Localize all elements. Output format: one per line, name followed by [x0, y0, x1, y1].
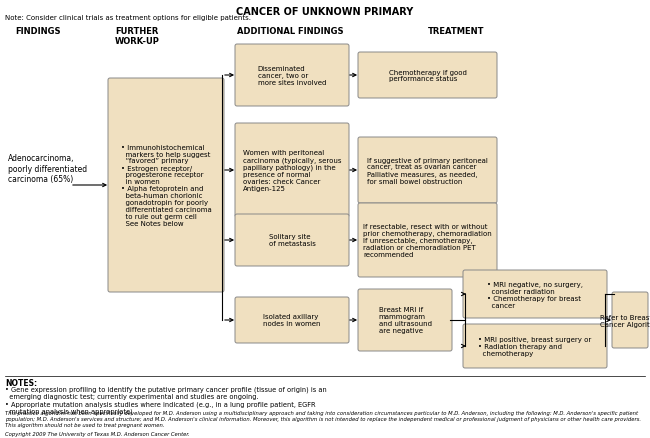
Text: Solitary site
of metastasis: Solitary site of metastasis — [268, 234, 315, 247]
Text: If suggestive of primary peritoneal
cancer, treat as ovarian cancer
Palliative m: If suggestive of primary peritoneal canc… — [367, 157, 488, 184]
FancyBboxPatch shape — [358, 138, 497, 204]
Text: • Gene expression profiling to identify the putative primary cancer profile (tis: • Gene expression profiling to identify … — [5, 386, 327, 414]
FancyBboxPatch shape — [358, 204, 497, 277]
FancyBboxPatch shape — [235, 45, 349, 107]
Text: NOTES:: NOTES: — [5, 378, 37, 387]
Text: • MRI negative, no surgery,
  consider radiation
• Chemotherapy for breast
  can: • MRI negative, no surgery, consider rad… — [487, 281, 583, 308]
Text: Women with peritoneal
carcinoma (typically, serous
papillary pathology) in the
p: Women with peritoneal carcinoma (typical… — [242, 150, 341, 191]
FancyBboxPatch shape — [612, 292, 648, 348]
Text: Breast MRI if
mammogram
and ultrasound
are negative: Breast MRI if mammogram and ultrasound a… — [378, 307, 432, 334]
Text: TREATMENT: TREATMENT — [428, 27, 484, 36]
Text: FINDINGS: FINDINGS — [15, 27, 60, 36]
FancyBboxPatch shape — [235, 297, 349, 343]
Text: Copyright 2009 The University of Texas M.D. Anderson Cancer Center.: Copyright 2009 The University of Texas M… — [5, 431, 190, 436]
Text: Note: Consider clinical trials as treatment options for eligible patients.: Note: Consider clinical trials as treatm… — [5, 15, 251, 21]
Text: CANCER OF UNKNOWN PRIMARY: CANCER OF UNKNOWN PRIMARY — [237, 7, 413, 17]
FancyBboxPatch shape — [358, 290, 452, 351]
Text: ADDITIONAL FINDINGS: ADDITIONAL FINDINGS — [237, 27, 343, 36]
FancyBboxPatch shape — [108, 79, 224, 292]
FancyBboxPatch shape — [358, 53, 497, 99]
FancyBboxPatch shape — [235, 124, 349, 218]
Text: • MRI positive, breast surgery or
• Radiation therapy and
  chemotherapy: • MRI positive, breast surgery or • Radi… — [478, 336, 592, 356]
Text: Isolated axillary
nodes in women: Isolated axillary nodes in women — [263, 314, 320, 327]
Text: This practice algorithm has been specifically developed for M.D. Anderson using : This practice algorithm has been specifi… — [5, 410, 641, 427]
Text: • Immunohistochemical
  markers to help suggest
  “favored” primary
• Estrogen r: • Immunohistochemical markers to help su… — [121, 144, 211, 227]
Text: Refer to Breast
Cancer Algorithm: Refer to Breast Cancer Algorithm — [599, 314, 650, 327]
Text: Adenocarcinoma,
poorly differentiated
carcinoma (65%): Adenocarcinoma, poorly differentiated ca… — [8, 154, 87, 184]
Text: If resectable, resect with or without
prior chemotherapy, chemoradiation
If unre: If resectable, resect with or without pr… — [363, 223, 492, 258]
Text: Chemotherapy if good
performance status: Chemotherapy if good performance status — [389, 69, 467, 82]
FancyBboxPatch shape — [463, 324, 607, 368]
FancyBboxPatch shape — [235, 215, 349, 266]
FancyBboxPatch shape — [463, 270, 607, 318]
Text: FURTHER
WORK-UP: FURTHER WORK-UP — [115, 27, 160, 46]
Text: Disseminated
cancer, two or
more sites involved: Disseminated cancer, two or more sites i… — [258, 66, 326, 86]
